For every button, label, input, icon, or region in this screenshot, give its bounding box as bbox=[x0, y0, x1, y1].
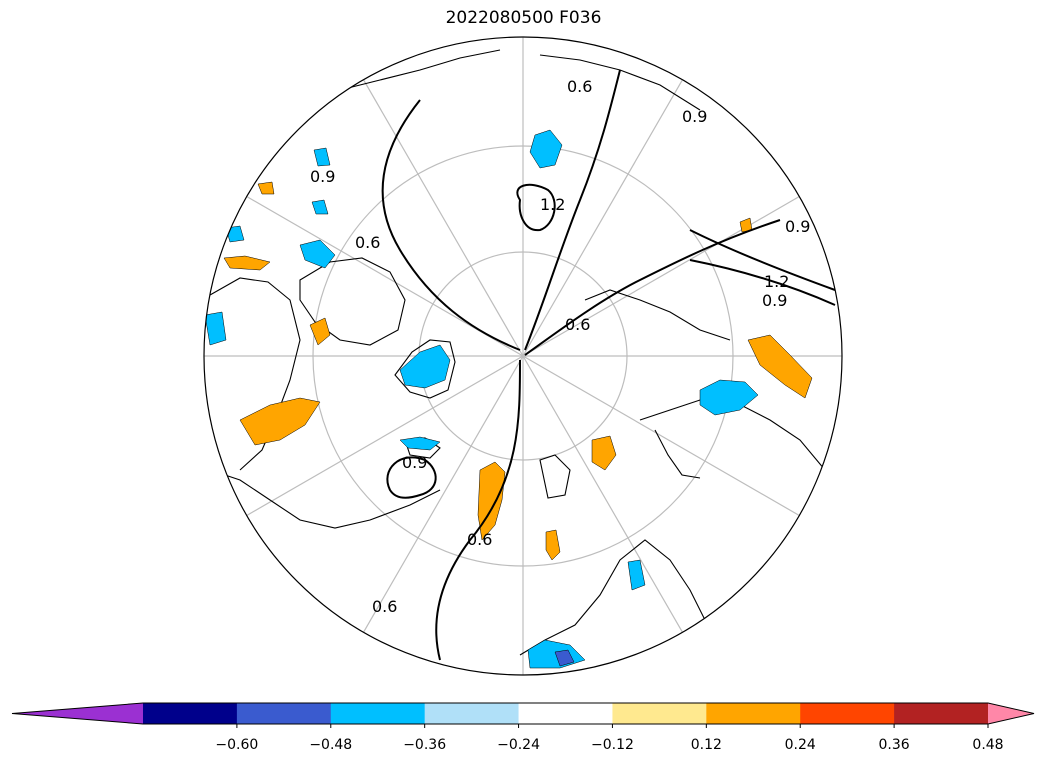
positive-anomaly-region bbox=[747, 334, 813, 399]
colorbar-segment bbox=[800, 703, 895, 724]
negative-anomaly-region bbox=[554, 649, 575, 667]
colorbar-tick-label: 0.36 bbox=[879, 737, 910, 753]
negative-anomaly-region bbox=[399, 344, 451, 389]
coastline-north-america-south bbox=[209, 469, 441, 529]
contour-line-0.6 bbox=[381, 99, 521, 351]
contour-label: 0.9 bbox=[785, 217, 810, 236]
colorbar-tick-label: −0.12 bbox=[591, 737, 634, 753]
positive-anomaly-region bbox=[257, 181, 275, 195]
contour-line-1.2 bbox=[689, 259, 836, 306]
meridian-line bbox=[522, 195, 800, 357]
coastline-siberia-north bbox=[584, 289, 731, 341]
colorbar-extend-low bbox=[12, 703, 143, 724]
negative-anomaly-region bbox=[699, 379, 759, 416]
colorbar-segment bbox=[706, 703, 801, 724]
colorbar-ticks: −0.60 −0.48 −0.36 −0.24 −0.12 0.12 0.24 0.36 0.4… bbox=[215, 724, 1004, 753]
colorbar-tick-label: −0.36 bbox=[403, 737, 446, 753]
coastline-novaya-zemlya bbox=[654, 429, 701, 479]
contour-label: 0.6 bbox=[355, 233, 380, 252]
contour-line-0.9 bbox=[524, 69, 621, 351]
contour-lines bbox=[381, 69, 836, 661]
coastline-canadian-archipelago bbox=[299, 257, 406, 346]
coastline-svalbard bbox=[539, 454, 571, 499]
contour-label: 1.2 bbox=[764, 272, 789, 291]
contour-line-0.9 bbox=[689, 229, 836, 291]
meridian-line bbox=[522, 355, 800, 517]
colorbar-outline bbox=[11, 702, 1035, 725]
colorbar: −0.60 −0.48 −0.36 −0.24 −0.12 0.12 0.24 0.36 0.4… bbox=[11, 702, 1035, 753]
colorbar-tick-label: −0.48 bbox=[309, 737, 352, 753]
contour-label: 0.9 bbox=[310, 167, 335, 186]
positive-anomaly-region bbox=[239, 397, 321, 446]
negative-anomaly-region bbox=[313, 147, 331, 167]
contour-line-1.2 bbox=[516, 183, 556, 232]
coastline-greenland bbox=[394, 339, 456, 399]
contour-label: 0.9 bbox=[762, 291, 787, 310]
meridian-line bbox=[362, 355, 524, 633]
colorbar-segment bbox=[612, 703, 707, 724]
colorbar-segment bbox=[143, 703, 238, 724]
negative-anomaly-region bbox=[299, 239, 336, 269]
contour-label: 0.9 bbox=[402, 453, 427, 472]
meridian-line bbox=[522, 355, 684, 633]
contour-label: 0.6 bbox=[567, 77, 592, 96]
contour-line-0.6 bbox=[524, 219, 781, 356]
coastline-scandinavia bbox=[519, 539, 706, 656]
colorbar-segment bbox=[236, 703, 332, 724]
negative-anomaly-region bbox=[529, 129, 563, 169]
contour-line-0.9 bbox=[386, 456, 437, 499]
negative-anomaly-region bbox=[311, 199, 329, 215]
negative-anomaly-region bbox=[399, 436, 441, 451]
colorbar-segment bbox=[424, 703, 520, 724]
colorbar-tick-label: −0.24 bbox=[497, 737, 540, 753]
map-boundary bbox=[203, 36, 843, 676]
colorbar-segment bbox=[518, 703, 614, 724]
contour-label: 0.6 bbox=[565, 315, 590, 334]
colorbar-segment bbox=[894, 703, 989, 724]
colorbar-tick-label: 0.48 bbox=[972, 737, 1003, 753]
negative-anomaly-region bbox=[204, 311, 227, 346]
colorbar-extend-high bbox=[988, 703, 1034, 724]
map-title: 2022080500 F036 bbox=[445, 8, 602, 28]
contour-label: 1.2 bbox=[540, 195, 565, 214]
meridian-line bbox=[362, 79, 524, 357]
polar-map: 0.6 0.6 0.6 0.6 0.6 0.9 0.9 0.9 0.9 0.9 … bbox=[203, 36, 843, 676]
colorbar-tick-label: 0.24 bbox=[785, 737, 816, 753]
colorbar-segments bbox=[11, 702, 1035, 725]
colorbar-tick-label: −0.60 bbox=[215, 737, 258, 753]
positive-anomaly-region bbox=[591, 435, 617, 471]
positive-anomaly-region bbox=[309, 317, 331, 346]
positive-anomaly-region bbox=[545, 529, 561, 561]
positive-anomaly-region bbox=[223, 255, 271, 271]
contour-label: 0.9 bbox=[682, 107, 707, 126]
contour-label: 0.6 bbox=[372, 597, 397, 616]
negative-anomaly-region bbox=[627, 559, 646, 591]
graticule bbox=[204, 37, 842, 675]
anomaly-shading bbox=[204, 129, 813, 669]
contour-labels: 0.6 0.6 0.6 0.6 0.6 0.9 0.9 0.9 0.9 0.9 … bbox=[310, 77, 810, 616]
meridian-line bbox=[246, 355, 524, 517]
contour-line-0.6 bbox=[435, 359, 521, 661]
colorbar-tick-label: 0.12 bbox=[691, 737, 722, 753]
meridian-line bbox=[522, 79, 684, 357]
contour-label: 0.6 bbox=[467, 530, 492, 549]
colorbar-segment bbox=[330, 703, 426, 724]
